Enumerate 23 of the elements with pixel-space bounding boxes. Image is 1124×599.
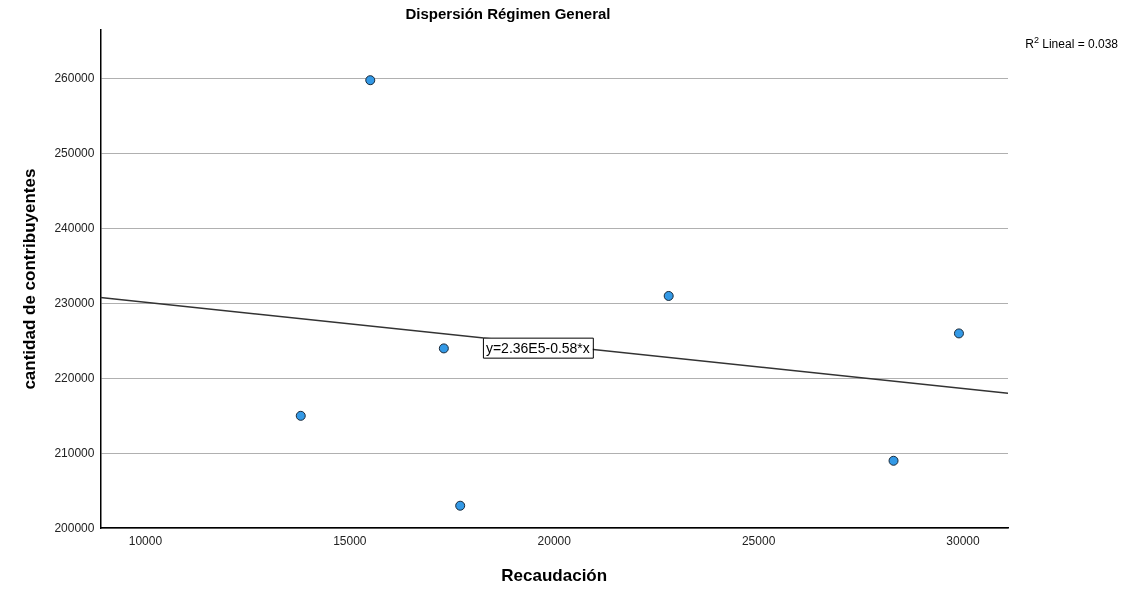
point	[295, 410, 306, 421]
point	[663, 290, 674, 301]
x-tick-label: 20000	[537, 533, 572, 548]
annotation: y=2.36E5-0.58*x	[485, 339, 590, 356]
x-tick-label: 25000	[741, 533, 776, 548]
x-tick-label: 10000	[128, 533, 163, 548]
point	[455, 500, 466, 511]
y-axis-title: cantidad de contribuyentes	[19, 168, 39, 390]
chart-title: Dispersión Régimen General	[405, 5, 611, 23]
y-tick-label: 260000	[54, 71, 95, 86]
x-tick-label: 15000	[333, 533, 367, 548]
y-tick-label: 200000	[54, 520, 95, 535]
y-tick-label: 230000	[54, 295, 95, 310]
point	[438, 343, 449, 354]
point	[888, 455, 899, 466]
point	[365, 75, 376, 86]
y-tick-label: 220000	[54, 370, 95, 385]
point	[953, 328, 964, 339]
y-tick-label: 240000	[54, 220, 95, 235]
x-axis-title: Recaudación	[501, 566, 608, 586]
y-tick-label: 210000	[54, 445, 95, 460]
y-tick-label: 250000	[54, 145, 95, 160]
x-tick-label: 30000	[946, 533, 981, 548]
